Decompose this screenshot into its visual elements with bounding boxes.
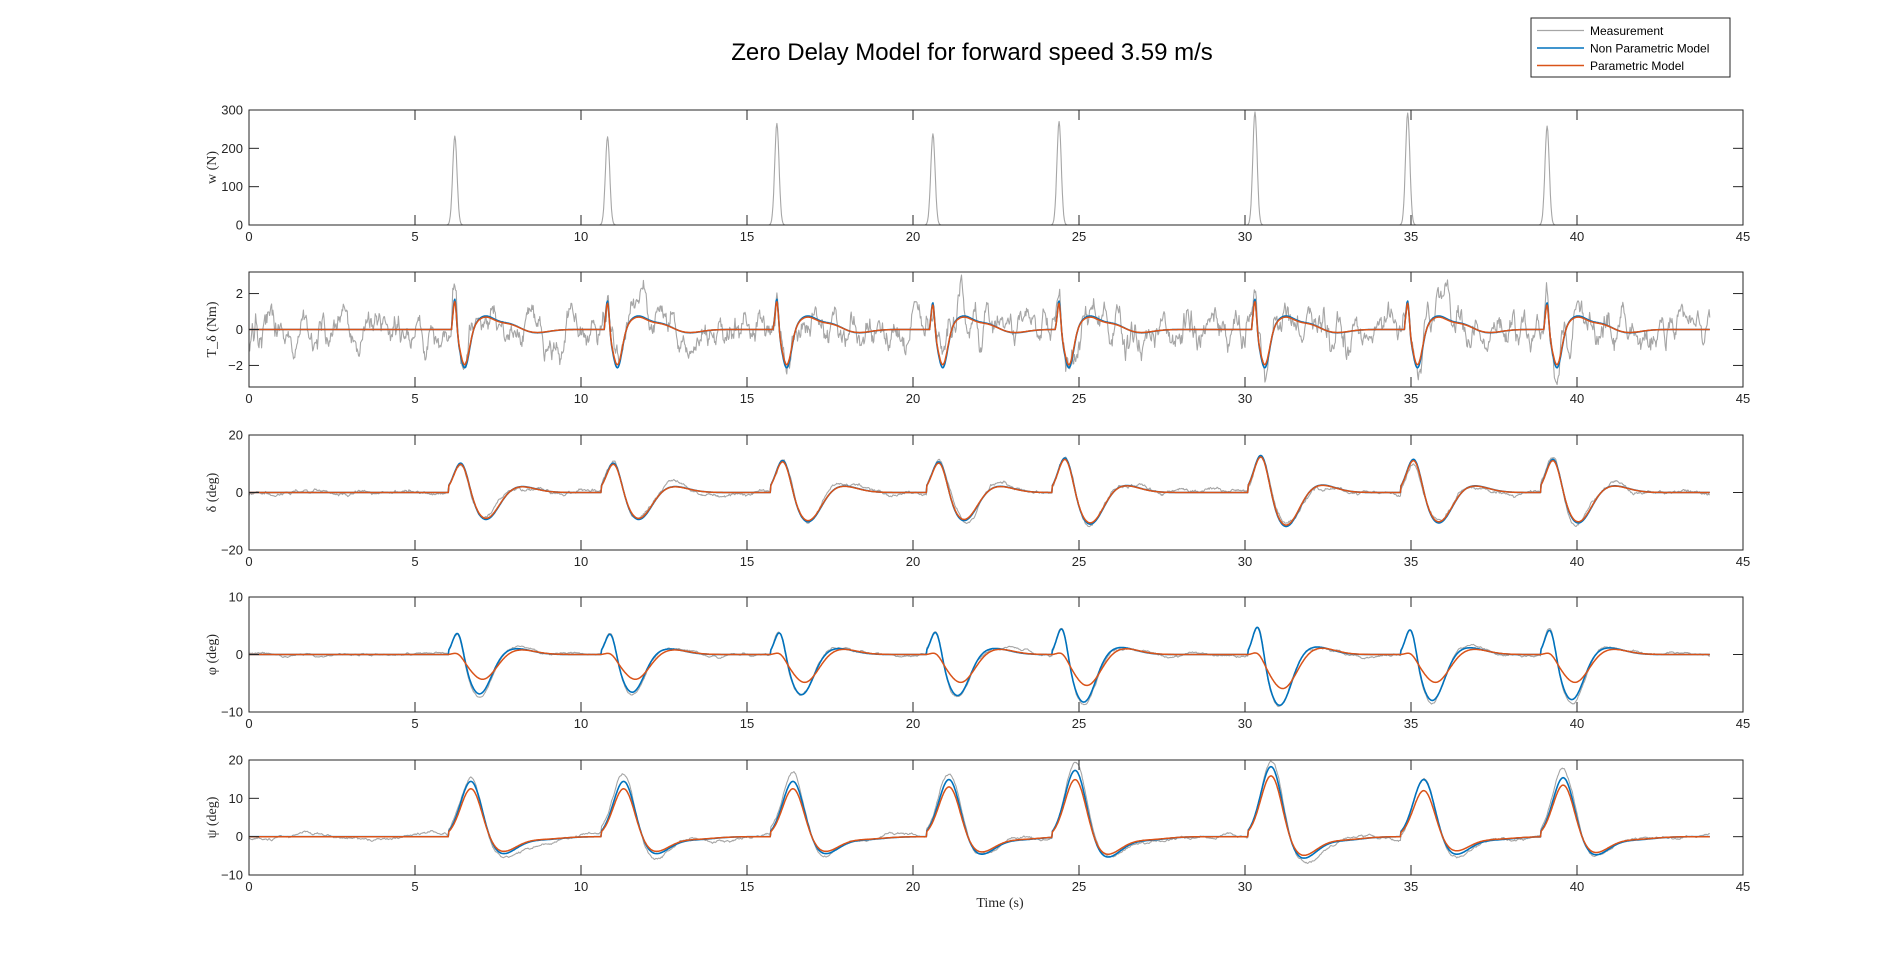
x-tick-label: 45 [1736, 229, 1750, 244]
x-tick-label: 25 [1072, 879, 1086, 894]
series-parametric-model [249, 300, 1710, 366]
x-tick-label: 10 [574, 879, 588, 894]
y-axis-label: ψ (deg) [205, 796, 220, 838]
plot-lines [249, 454, 1710, 528]
y-tick-label: 0 [236, 485, 243, 500]
y-axis-label: φ (deg) [205, 634, 220, 675]
x-axis-label: Time (s) [976, 896, 1024, 911]
y-tick-label: 20 [229, 428, 243, 443]
y-axis-label: δ (deg) [205, 472, 220, 512]
x-tick-label: 5 [411, 229, 418, 244]
legend-label-nonparametric: Non Parametric Model [1590, 42, 1709, 56]
x-tick-label: 0 [245, 229, 252, 244]
x-tick-label: 40 [1570, 391, 1584, 406]
chart-title: Zero Delay Model for forward speed 3.59 … [731, 39, 1213, 66]
x-tick-label: 15 [740, 879, 754, 894]
x-tick-label: 5 [411, 391, 418, 406]
x-tick-label: 30 [1238, 554, 1252, 569]
y-tick-label: 300 [221, 103, 243, 118]
y-tick-label: 10 [229, 590, 243, 605]
x-tick-label: 20 [906, 229, 920, 244]
x-tick-label: 35 [1404, 716, 1418, 731]
x-tick-label: 25 [1072, 391, 1086, 406]
x-tick-label: 20 [906, 879, 920, 894]
x-tick-label: 20 [906, 391, 920, 406]
series-non-parametric-model [249, 626, 1710, 707]
x-tick-label: 40 [1570, 554, 1584, 569]
x-tick-label: 10 [574, 716, 588, 731]
x-tick-label: 45 [1736, 879, 1750, 894]
plot-lines [249, 274, 1711, 386]
x-tick-label: 40 [1570, 716, 1584, 731]
y-tick-label: 20 [229, 753, 243, 768]
x-tick-label: 5 [411, 879, 418, 894]
axes-box [248, 109, 1744, 226]
y-tick-label: −10 [221, 868, 243, 883]
x-tick-label: 15 [740, 554, 754, 569]
x-tick-label: 0 [245, 391, 252, 406]
x-tick-label: 35 [1404, 879, 1418, 894]
plot-lines [249, 760, 1711, 865]
x-tick-label: 25 [1072, 554, 1086, 569]
legend-label-measurement: Measurement [1590, 24, 1664, 38]
x-tick-label: 10 [574, 391, 588, 406]
x-tick-label: 25 [1072, 716, 1086, 731]
x-tick-label: 0 [245, 554, 252, 569]
y-axis-label: w (N) [205, 151, 220, 184]
x-tick-label: 15 [740, 229, 754, 244]
y-tick-label: 0 [236, 218, 243, 233]
x-tick-label: 10 [574, 554, 588, 569]
series-measurement [249, 627, 1711, 708]
series-parametric-model [249, 647, 1710, 690]
y-axis-label: T_δ (Nm) [205, 301, 220, 357]
y-tick-label: 200 [221, 141, 243, 156]
x-tick-label: 15 [740, 391, 754, 406]
x-tick-label: 35 [1404, 229, 1418, 244]
y-tick-label: 0 [236, 322, 243, 337]
axes-box [248, 759, 1744, 876]
x-tick-label: 30 [1238, 391, 1252, 406]
legend-label-parametric: Parametric Model [1590, 59, 1684, 73]
x-tick-label: 5 [411, 554, 418, 569]
series-measurement [249, 274, 1711, 386]
plot-lines [249, 626, 1711, 708]
subplot-1: 0 100 200 300 0 5 10 15 20 25 30 35 40 45 w (N) [205, 103, 1750, 245]
x-tick-label: 35 [1404, 391, 1418, 406]
series-parametric-model [249, 456, 1710, 526]
x-tick-label: 30 [1238, 879, 1252, 894]
x-tick-label: 30 [1238, 229, 1252, 244]
x-tick-label: 30 [1238, 716, 1252, 731]
y-tick-label: 2 [236, 286, 243, 301]
x-tick-label: 20 [906, 716, 920, 731]
y-tick-label: −10 [221, 705, 243, 720]
x-tick-label: 35 [1404, 554, 1418, 569]
y-tick-label: −2 [228, 358, 243, 373]
y-tick-label: 0 [236, 829, 243, 844]
y-tick-label: 10 [229, 791, 243, 806]
x-tick-label: 45 [1736, 554, 1750, 569]
y-tick-label: 0 [236, 647, 243, 662]
y-tick-label: −20 [221, 543, 243, 558]
legend: Measurement Non Parametric Model Paramet… [1530, 17, 1731, 78]
x-tick-label: 40 [1570, 879, 1584, 894]
x-tick-label: 20 [906, 554, 920, 569]
y-tick-label: 100 [221, 179, 243, 194]
x-tick-label: 15 [740, 716, 754, 731]
x-tick-label: 25 [1072, 229, 1086, 244]
x-tick-label: 5 [411, 716, 418, 731]
x-tick-label: 0 [245, 716, 252, 731]
x-tick-label: 40 [1570, 229, 1584, 244]
x-tick-label: 0 [245, 879, 252, 894]
x-tick-label: 45 [1736, 391, 1750, 406]
x-tick-label: 10 [574, 229, 588, 244]
x-tick-label: 45 [1736, 716, 1750, 731]
series-parametric-model [249, 775, 1710, 857]
